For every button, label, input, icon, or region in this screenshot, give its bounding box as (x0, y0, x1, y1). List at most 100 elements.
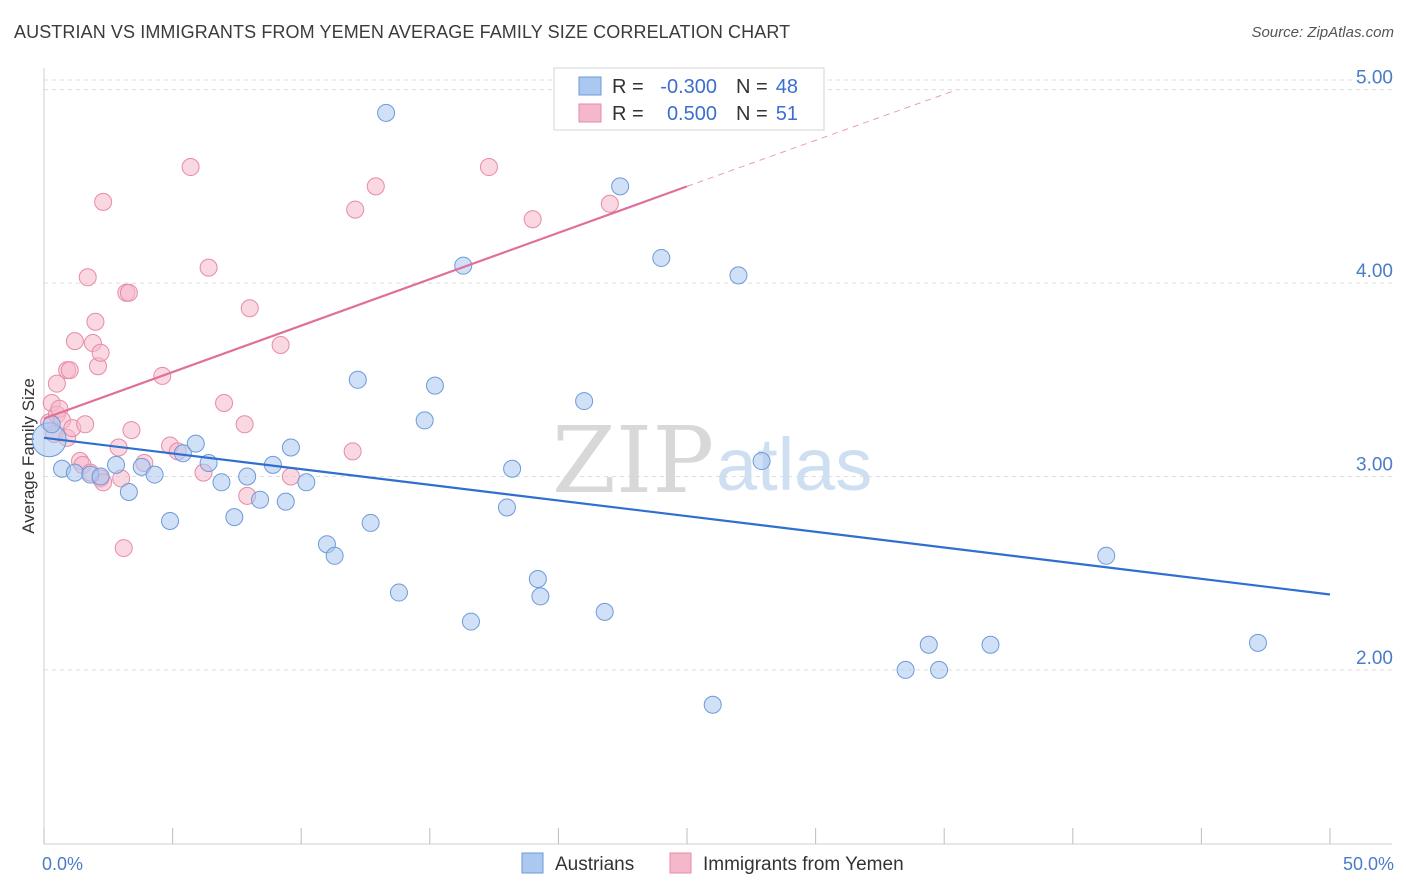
legend-top-swatch-pink (578, 103, 602, 123)
watermark-atlas: atlas (716, 423, 872, 506)
data-point-austrians (276, 492, 295, 511)
data-point-immigrants-from-yemen (94, 192, 113, 211)
data-point-austrians (325, 546, 344, 565)
legend-top-r-label-2: R = (612, 103, 644, 125)
data-point-austrians (415, 411, 434, 430)
data-point-immigrants-from-yemen (76, 415, 95, 434)
data-point-immigrants-from-yemen (181, 158, 200, 177)
data-point-austrians (107, 455, 126, 474)
legend-top-swatch-blue (578, 76, 602, 96)
data-point-austrians (752, 452, 771, 471)
legend-top-n-value-2: 51 (776, 103, 798, 125)
legend-swatch-austrians (521, 852, 544, 874)
data-point-austrians (503, 459, 522, 478)
data-point-austrians (595, 602, 614, 621)
y-axis-label: Average Family Size (19, 378, 38, 534)
data-point-austrians (703, 695, 722, 714)
data-point-immigrants-from-yemen (235, 415, 254, 434)
data-point-austrians (212, 473, 231, 492)
data-point-austrians (497, 498, 516, 517)
data-point-austrians (575, 392, 594, 411)
data-point-austrians (91, 467, 110, 486)
data-point-immigrants-from-yemen (65, 332, 84, 351)
data-point-immigrants-from-yemen (479, 158, 498, 177)
legend-top-r-value-1: -0.300 (660, 76, 717, 98)
data-point-austrians (1097, 546, 1116, 565)
trend-line-austrians (43, 436, 1331, 596)
data-point-immigrants-from-yemen (271, 335, 290, 354)
legend-swatch-immigrants-from-yemen (669, 852, 692, 874)
chart-title: AUSTRIAN VS IMMIGRANTS FROM YEMEN AVERAG… (14, 22, 791, 42)
data-point-immigrants-from-yemen (119, 283, 138, 302)
data-point-immigrants-from-yemen (114, 539, 133, 558)
data-point-austrians (1248, 633, 1267, 652)
chart-source: Source: ZipAtlas.com (1251, 24, 1394, 41)
data-point-austrians (377, 103, 396, 122)
data-point-immigrants-from-yemen (523, 210, 542, 229)
data-point-austrians (652, 248, 671, 267)
data-point-immigrants-from-yemen (122, 421, 141, 440)
data-point-immigrants-from-yemen (281, 467, 300, 486)
data-point-austrians (225, 508, 244, 527)
data-point-austrians (389, 583, 408, 602)
legend-label-immigrants-from-yemen: Immigrants from Yemen (703, 854, 904, 875)
data-point-austrians (281, 438, 300, 457)
grid-lines (44, 79, 1392, 671)
data-point-austrians (251, 490, 270, 509)
y-tick-labels: 2.00 3.00 4.00 5.00 (1356, 68, 1393, 669)
data-point-austrians (896, 660, 915, 679)
legend-label-austrians: Austrians (555, 854, 634, 875)
y-tick-label: 2.00 (1356, 648, 1393, 669)
data-point-austrians (454, 256, 473, 275)
data-point-immigrants-from-yemen (215, 394, 234, 413)
data-point-austrians (611, 177, 630, 196)
data-point-austrians (930, 660, 949, 679)
data-point-immigrants-from-yemen (346, 200, 365, 219)
data-point-austrians (981, 635, 1000, 654)
trend-line-immigrants-from-yemen-extension (686, 89, 958, 187)
data-point-immigrants-from-yemen (91, 343, 110, 362)
data-point-austrians (119, 482, 138, 501)
data-point-austrians (729, 266, 748, 285)
x-tick-label-min: 0.0% (42, 854, 83, 874)
data-point-austrians (531, 587, 550, 606)
data-point-immigrants-from-yemen (60, 361, 79, 380)
y-tick-label: 3.00 (1356, 455, 1393, 476)
trend-line-immigrants-from-yemen (43, 185, 688, 420)
data-point-austrians (161, 511, 180, 530)
data-point-austrians (528, 570, 547, 589)
x-ticks (43, 828, 1331, 844)
data-point-austrians (186, 434, 205, 453)
y-tick-label: 4.00 (1356, 261, 1393, 282)
data-point-immigrants-from-yemen (47, 374, 66, 393)
data-point-immigrants-from-yemen (86, 312, 105, 331)
data-point-austrians (348, 370, 367, 389)
series-austrians (31, 103, 1267, 714)
data-point-immigrants-from-yemen (78, 268, 97, 287)
data-point-immigrants-from-yemen (343, 442, 362, 461)
watermark-zip: ZIP (552, 407, 714, 514)
data-point-immigrants-from-yemen (366, 177, 385, 196)
trend-lines (43, 89, 1331, 596)
legend-top-n-label-2: N = (736, 103, 768, 125)
data-point-immigrants-from-yemen (600, 194, 619, 213)
data-point-austrians (461, 612, 480, 631)
x-tick-label-max: 50.0% (1343, 854, 1394, 874)
legend-top-n-value-1: 48 (776, 76, 798, 98)
data-point-immigrants-from-yemen (199, 258, 218, 277)
data-point-austrians (297, 473, 316, 492)
data-point-austrians (145, 465, 164, 484)
data-point-immigrants-from-yemen (240, 299, 259, 318)
y-tick-label: 5.00 (1356, 68, 1393, 89)
legend-top-r-label-1: R = (612, 76, 644, 98)
data-point-austrians (425, 376, 444, 395)
legend-bottom: Austrians Immigrants from Yemen (521, 852, 904, 875)
data-point-austrians (919, 635, 938, 654)
legend-top-n-label-1: N = (736, 76, 768, 98)
legend-top-r-value-2: 0.500 (667, 103, 717, 125)
legend-top: R = -0.300 N = 48 R = 0.500 N = 51 (553, 67, 825, 131)
data-point-austrians (238, 467, 257, 486)
data-point-austrians (361, 513, 380, 532)
watermark: ZIP atlas (552, 407, 872, 514)
